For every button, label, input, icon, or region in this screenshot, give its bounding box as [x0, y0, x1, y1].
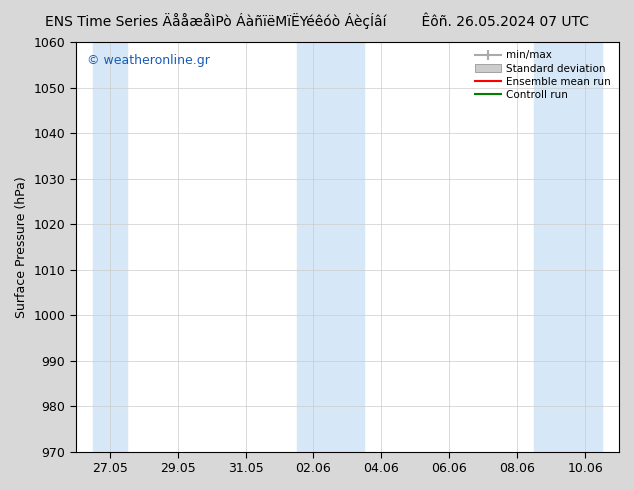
Text: © weatheronline.gr: © weatheronline.gr [87, 54, 210, 67]
Y-axis label: Surface Pressure (hPa): Surface Pressure (hPa) [15, 176, 28, 318]
Bar [297, 42, 365, 452]
Bar [534, 42, 602, 452]
Bar [93, 42, 127, 452]
Legend: min/max, Standard deviation, Ensemble mean run, Controll run: min/max, Standard deviation, Ensemble me… [472, 47, 614, 103]
Text: ENS Time Series ÄååæåìPò ÁàñïëMïËYéêóò ÁèçÍâí        Êôñ. 26.05.2024 07 UTC: ENS Time Series ÄååæåìPò ÁàñïëMïËYéêóò Á… [45, 12, 589, 29]
